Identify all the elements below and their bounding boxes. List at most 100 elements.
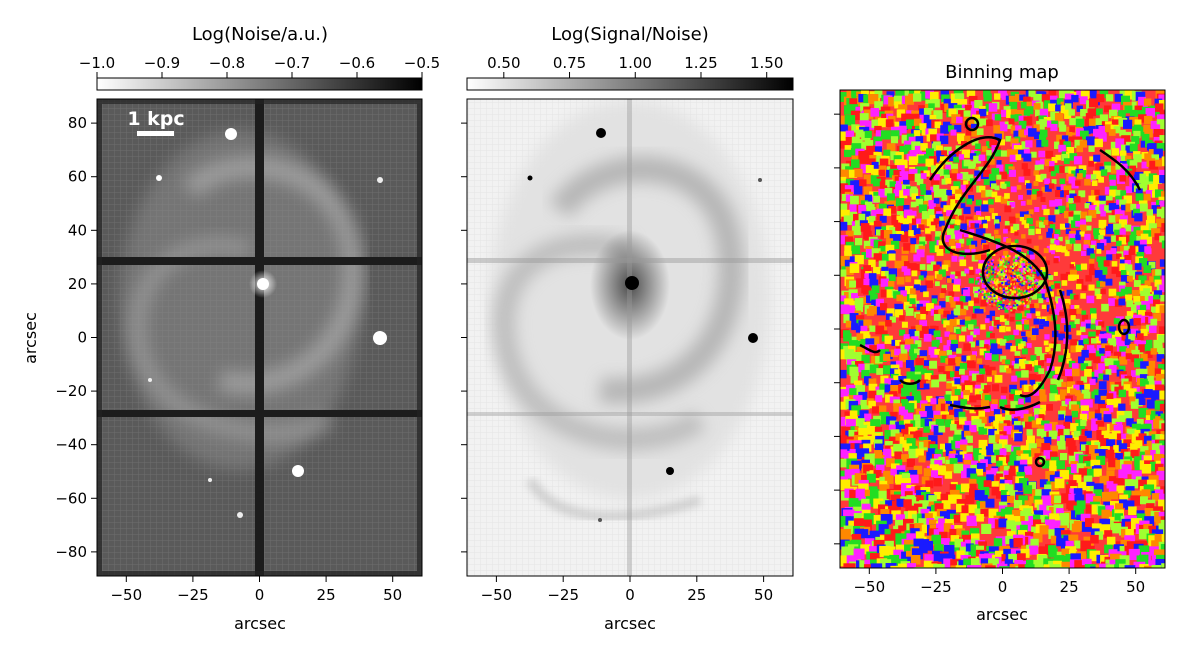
binning-cell <box>1068 216 1076 224</box>
binning-cell <box>914 330 923 339</box>
binning-cell <box>1093 154 1101 162</box>
binning-cell <box>963 558 973 568</box>
binning-cell <box>1034 303 1040 309</box>
binning-cell <box>948 334 957 342</box>
binning-cell <box>925 90 935 99</box>
binning-cell <box>983 200 988 206</box>
binning-cell <box>1006 258 1009 261</box>
binning-cell <box>1094 288 1102 296</box>
binning-cell <box>1085 323 1091 329</box>
binning-cell <box>1116 291 1123 298</box>
binning-cell <box>1018 264 1021 267</box>
binning-cell <box>1098 321 1105 328</box>
binning-cell <box>1096 256 1102 262</box>
binning-cell <box>978 108 987 117</box>
binning-cell <box>939 443 948 452</box>
binning-cell <box>1018 176 1025 183</box>
binning-cell <box>1155 411 1163 419</box>
binning-cell <box>1060 190 1067 198</box>
binning-cell <box>1076 90 1085 98</box>
binning-cell <box>1134 240 1142 248</box>
binning-cell <box>913 118 922 127</box>
binning-cell <box>1110 523 1122 534</box>
binning-cell <box>1004 121 1013 129</box>
binning-cell <box>1050 284 1055 289</box>
binning-cell <box>915 300 922 307</box>
binning-cell <box>900 290 907 297</box>
binning-cell <box>955 328 961 335</box>
binning-cell <box>1008 118 1015 125</box>
binning-cell <box>890 411 898 420</box>
binning-cell <box>1004 255 1010 260</box>
binning-cell <box>1121 204 1127 211</box>
binning-cell <box>1005 306 1008 309</box>
binning-cell <box>1119 199 1127 207</box>
binning-cell <box>1144 508 1154 517</box>
binning-cell <box>934 449 943 458</box>
binning-cell <box>893 549 904 560</box>
binning-cell <box>1128 248 1135 255</box>
binning-cell <box>1133 280 1141 287</box>
binning-cell <box>1090 324 1096 330</box>
binning-cell <box>953 156 960 163</box>
binning-cell <box>1051 179 1057 185</box>
binning-cell <box>1020 261 1023 264</box>
binning-cell <box>991 481 999 489</box>
binning-cell <box>1160 543 1165 554</box>
binning-cell <box>1054 478 1065 489</box>
binning-cell <box>1106 393 1114 401</box>
binning-cell <box>1021 370 1029 378</box>
binning-cell <box>861 498 870 508</box>
binning-cell <box>966 468 976 478</box>
binning-cell <box>1004 221 1010 226</box>
binning-cell <box>1008 289 1011 292</box>
binning-cell <box>1033 519 1042 528</box>
binning-cell <box>1005 484 1014 493</box>
binning-cell <box>1021 163 1028 170</box>
binning-cell <box>1110 165 1119 174</box>
binning-cell <box>999 255 1002 258</box>
binning-cell <box>1026 275 1031 280</box>
binning-cell <box>1031 420 1040 428</box>
binning-cell <box>861 211 871 221</box>
binning-cell <box>1096 248 1102 254</box>
binning-cell <box>929 246 937 253</box>
binning-cell <box>933 325 939 332</box>
binning-cell <box>1002 283 1005 286</box>
binning-cell <box>1138 244 1147 253</box>
binning-cell <box>898 525 908 536</box>
scalebar <box>137 131 174 136</box>
binning-cell <box>950 395 959 404</box>
binning-cell <box>861 474 871 484</box>
binning-cell <box>1134 339 1141 347</box>
binning-cell <box>849 263 860 273</box>
binning-cell <box>863 443 872 452</box>
binning-cell <box>1065 236 1071 242</box>
binning-cell <box>1020 289 1023 292</box>
binning-cell <box>968 488 978 498</box>
binning-cell <box>1153 148 1163 158</box>
binning-cell <box>1108 338 1117 347</box>
binning-cell <box>1099 204 1106 211</box>
binning-cell <box>879 303 888 311</box>
binning-cell <box>1029 379 1036 386</box>
binning-cell <box>1140 446 1149 455</box>
binning-cell <box>963 305 969 311</box>
binning-cell <box>1004 262 1007 265</box>
binning-cell <box>955 450 963 458</box>
binning-cell <box>1076 279 1084 286</box>
binning-cell <box>994 238 1001 245</box>
binning-cell <box>994 298 997 301</box>
binning-cell <box>1030 295 1033 298</box>
binning-cell <box>1070 345 1078 353</box>
binning-cell <box>903 243 911 251</box>
binning-cell <box>843 314 853 324</box>
binning-cell <box>996 473 1003 481</box>
binning-cell <box>1018 115 1028 125</box>
binning-cell <box>1019 216 1025 222</box>
binning-cell <box>844 105 854 115</box>
binning-cell <box>1138 479 1148 490</box>
binning-cell <box>1074 494 1085 505</box>
binning-cell <box>1009 298 1012 301</box>
binning-cell <box>991 191 998 198</box>
